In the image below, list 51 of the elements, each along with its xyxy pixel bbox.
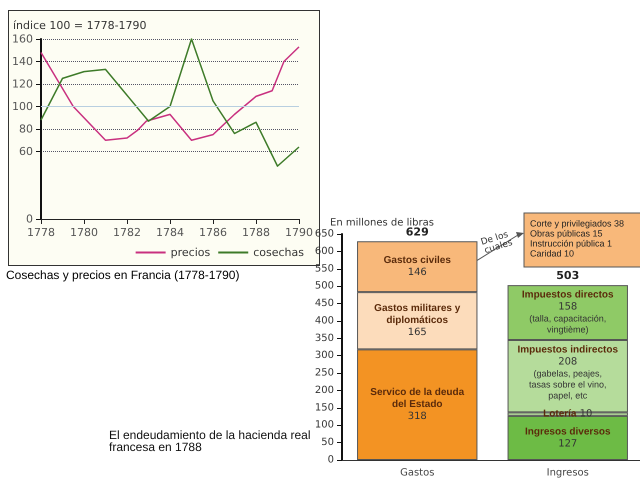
y-tick-label: 0 (328, 454, 334, 466)
annotation: Instrucción pública 1 (530, 238, 612, 248)
x-tick-label: 1786 (199, 226, 227, 239)
series-label: Impuestos directos (522, 290, 614, 301)
x-tick-label: Gastos (400, 468, 434, 478)
series-label: Ingresos diversos (524, 426, 611, 438)
data-label: 158 (talla, capacitación, vingtième) (529, 302, 606, 335)
x-tick-label: 1790 (285, 226, 313, 239)
y-tick-label: 300 (314, 350, 334, 362)
data-label: 318 (408, 411, 427, 422)
data-label: 146 (408, 267, 427, 278)
y-tick-label: 500 (314, 280, 334, 292)
annotation: De los cuales (480, 229, 514, 256)
y-tick-label: 350 (314, 332, 334, 344)
series-label: Impuestos indirectos (517, 344, 618, 356)
legend-label: precios (170, 246, 210, 259)
total-label: 503 (556, 269, 580, 282)
data-label: 165 (408, 327, 427, 338)
y-tick-label: 160 (12, 32, 33, 46)
series-label: Gastos militares y diplomáticos (374, 303, 461, 326)
y-tick-label: 120 (12, 78, 33, 90)
y-tick-label: 150 (314, 402, 334, 414)
y-tick-label: 400 (314, 315, 334, 326)
y-tick-label: 50 (321, 437, 334, 448)
data-label: 127 (558, 438, 578, 450)
x-tick-label: 1788 (242, 226, 270, 239)
text: El endeudamiento de la hacienda real francesa en 1788 (109, 428, 314, 454)
annotation: Obras públicas 15 (530, 228, 603, 238)
y-tick-label: 100 (12, 100, 33, 113)
y-tick-label: 550 (314, 263, 334, 274)
y-tick-label: 0 (26, 212, 33, 226)
series-label: Gastos civiles (384, 255, 452, 266)
y-tick-label: 100 (314, 420, 334, 431)
y-tick-label: 200 (314, 384, 334, 396)
x-tick-label: 1780 (70, 226, 98, 239)
data-label: 208 (gabelas, peajes, tasas sobre el vino, papel, etc (528, 356, 607, 401)
y-tick-label: 60 (19, 145, 33, 158)
series-label: Servico de la deuda del Estado (370, 387, 465, 410)
annotation: Caridad 10 (530, 248, 574, 258)
x-tick-label: Ingresos (546, 468, 589, 478)
text: Cosechas y precios en Francia (1778-1790) (6, 268, 240, 282)
y-axis-title: índice 100 = 1778-1790 (13, 19, 147, 32)
y-tick-label: 250 (314, 368, 334, 379)
y-tick-label: 140 (12, 55, 33, 68)
x-tick-label: 1778 (27, 226, 55, 239)
legend-label: cosechas (253, 246, 304, 259)
text: Corte y privilegiados 38 (530, 218, 624, 228)
y-tick-label: 450 (314, 298, 334, 310)
x-tick-label: 1782 (113, 226, 141, 239)
y-tick-label: 80 (19, 122, 33, 136)
x-tick-label: 1784 (156, 226, 184, 239)
